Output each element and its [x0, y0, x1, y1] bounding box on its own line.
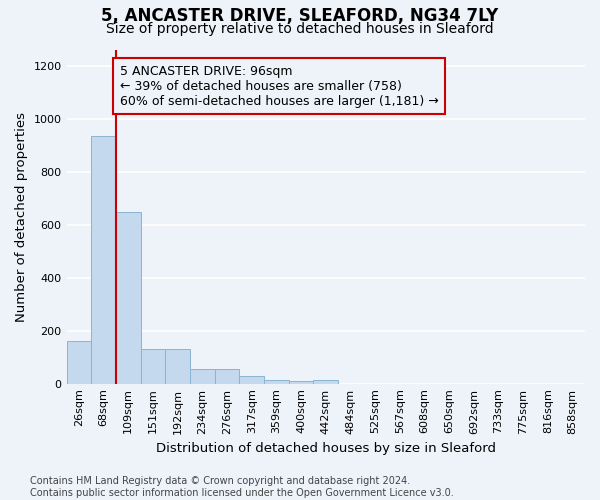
Text: 5, ANCASTER DRIVE, SLEAFORD, NG34 7LY: 5, ANCASTER DRIVE, SLEAFORD, NG34 7LY	[101, 8, 499, 26]
Bar	[165, 350, 190, 384]
Bar	[91, 136, 116, 384]
Bar	[264, 380, 289, 384]
Text: 5 ANCASTER DRIVE: 96sqm
← 39% of detached houses are smaller (758)
60% of semi-d: 5 ANCASTER DRIVE: 96sqm ← 39% of detache…	[119, 64, 439, 108]
Text: Size of property relative to detached houses in Sleaford: Size of property relative to detached ho…	[106, 22, 494, 36]
Y-axis label: Number of detached properties: Number of detached properties	[15, 112, 28, 322]
Bar	[313, 380, 338, 384]
Bar	[67, 342, 91, 384]
Bar	[239, 376, 264, 384]
Bar	[116, 212, 140, 384]
Bar	[289, 381, 313, 384]
X-axis label: Distribution of detached houses by size in Sleaford: Distribution of detached houses by size …	[156, 442, 496, 455]
Bar	[215, 369, 239, 384]
Bar	[190, 369, 215, 384]
Bar	[140, 350, 165, 384]
Text: Contains HM Land Registry data © Crown copyright and database right 2024.
Contai: Contains HM Land Registry data © Crown c…	[30, 476, 454, 498]
